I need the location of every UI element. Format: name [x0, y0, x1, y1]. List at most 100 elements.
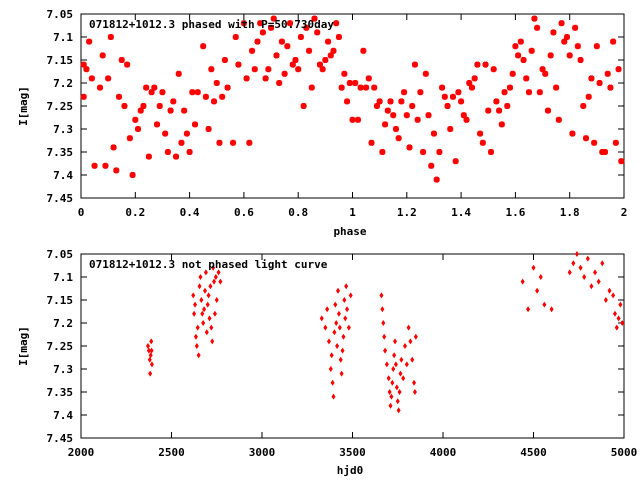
unphased-data-points: [145, 251, 625, 414]
data-point: [468, 84, 475, 91]
data-point: [322, 57, 329, 63]
data-point: [105, 75, 112, 82]
data-point: [563, 34, 570, 40]
data-point: [591, 139, 598, 146]
data-point: [544, 107, 551, 114]
data-point: [235, 61, 242, 68]
data-point: [509, 70, 516, 77]
phased-y-tick-label: 7.4: [53, 169, 73, 182]
data-point: [403, 112, 410, 119]
data-point: [607, 287, 612, 294]
data-point: [289, 61, 296, 68]
phased-y-tick-label: 7.1: [53, 31, 73, 44]
data-point: [578, 264, 583, 271]
data-point: [284, 43, 291, 50]
data-point: [471, 75, 478, 82]
data-point: [414, 116, 421, 123]
unphased-chart-title: 071812+1012.3 not phased light curve: [89, 258, 328, 271]
data-point: [316, 61, 323, 68]
data-point: [346, 324, 351, 331]
data-point: [265, 66, 272, 73]
data-point: [344, 283, 349, 290]
data-point: [596, 278, 601, 285]
data-point: [338, 356, 343, 363]
data-point: [363, 84, 370, 91]
data-point: [504, 103, 511, 109]
phased-y-tick: 7.15: [47, 54, 624, 67]
phased-x-tick: 1.2: [397, 14, 417, 219]
data-point: [542, 301, 547, 308]
data-point: [487, 149, 494, 155]
data-point: [528, 47, 535, 54]
data-point: [603, 297, 608, 303]
data-point: [420, 149, 427, 155]
data-point: [178, 139, 185, 146]
data-point: [535, 287, 540, 294]
data-point: [531, 264, 536, 271]
data-point: [297, 34, 304, 40]
data-point: [383, 347, 388, 354]
data-point: [192, 121, 199, 128]
phased-x-tick-label: 0.6: [234, 206, 254, 219]
data-point: [143, 84, 150, 91]
unphased-x-tick-label: 3000: [249, 446, 276, 459]
unphased-y-tick-label: 7.4: [53, 409, 73, 422]
data-point: [477, 130, 484, 137]
data-point: [194, 343, 199, 349]
data-point: [379, 149, 386, 155]
data-point: [371, 84, 378, 91]
data-point: [295, 66, 302, 73]
data-point: [91, 162, 98, 169]
data-point: [278, 38, 285, 45]
data-point: [167, 107, 174, 114]
phased-y-tick-label: 7.25: [47, 100, 74, 113]
data-point: [439, 84, 446, 91]
data-point: [97, 84, 104, 91]
data-point: [196, 352, 201, 359]
data-point: [531, 15, 538, 22]
unphased-y-tick-label: 7.1: [53, 271, 73, 284]
data-point: [208, 283, 213, 290]
data-point: [399, 356, 404, 363]
data-point: [479, 139, 486, 146]
data-point: [118, 57, 125, 63]
phased-y-tick-label: 7.15: [47, 54, 74, 67]
data-point: [569, 130, 576, 137]
data-point: [116, 93, 123, 100]
phased-y-tick: 7.1: [53, 31, 624, 44]
data-point: [162, 130, 169, 137]
data-point: [394, 384, 399, 391]
unphased-y-tick-label: 7.35: [47, 386, 74, 399]
data-point: [254, 38, 261, 45]
data-point: [596, 80, 603, 86]
unphased-x-tick-label: 4500: [520, 446, 547, 459]
phased-x-axis: 0 0.2 0.4 0.6 0.8 1 1.2 1.4 1.6 1.8 2: [78, 14, 627, 219]
data-point: [392, 126, 399, 132]
data-point: [208, 66, 215, 73]
data-point: [381, 320, 386, 326]
data-point: [156, 103, 163, 109]
data-point: [221, 57, 228, 63]
unphased-y-axis: 7.05 7.1 7.15 7.2 7.25 7.3 7.35 7.4 7.45: [47, 248, 624, 445]
data-point: [611, 292, 616, 299]
data-point: [343, 315, 348, 322]
phased-x-tick: 2: [621, 14, 627, 219]
data-point: [412, 389, 417, 395]
data-point: [110, 144, 117, 151]
data-point: [390, 379, 395, 386]
phased-y-tick-label: 7.35: [47, 146, 74, 159]
data-point: [436, 149, 443, 155]
data-point: [441, 93, 448, 100]
data-point: [474, 61, 481, 68]
data-point: [452, 158, 459, 165]
data-point: [80, 93, 87, 100]
data-point: [382, 333, 387, 340]
phased-x-tick: 0.6: [234, 14, 254, 219]
data-point: [612, 139, 619, 146]
data-point: [390, 112, 397, 119]
data-point: [145, 343, 150, 349]
data-point: [348, 292, 353, 299]
data-point: [395, 135, 402, 142]
phased-data-points: [80, 15, 625, 183]
data-point: [398, 370, 403, 377]
